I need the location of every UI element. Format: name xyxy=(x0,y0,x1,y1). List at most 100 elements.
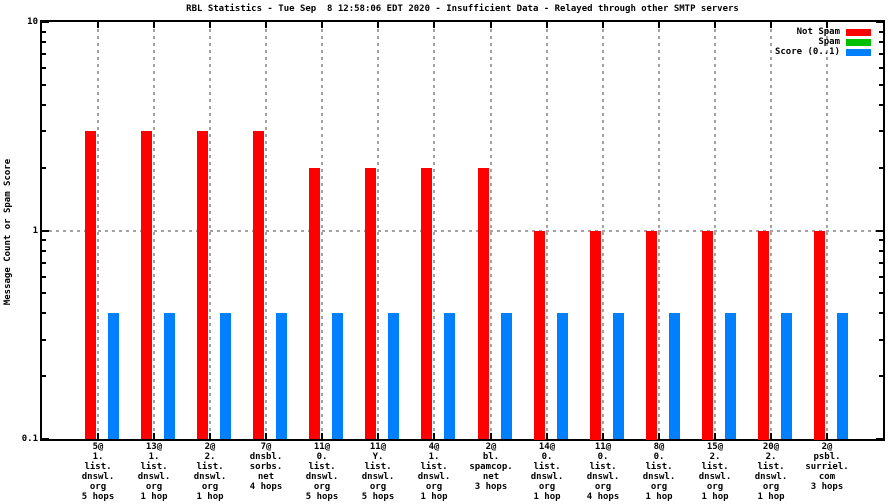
x-tick-bottom xyxy=(490,433,492,439)
x-tick-bottom xyxy=(97,433,99,439)
x-tick-label: 15@ 2. list. dnswl. org 1 hop xyxy=(670,442,760,502)
x-tick-label-line: org xyxy=(425,482,443,492)
y-minor-tick-left xyxy=(42,67,46,69)
x-tick-label-line: 2@ xyxy=(821,442,833,452)
chart-title: RBL Statistics - Tue Sep 8 12:58:06 EDT … xyxy=(186,4,739,14)
x-tick-bottom xyxy=(826,433,828,439)
bar-not-spam xyxy=(141,131,152,439)
x-tick-label-line: list. xyxy=(140,462,168,472)
x-tick-label-line: org xyxy=(313,482,331,492)
plot-border xyxy=(40,20,885,441)
x-tick-label-line: list. xyxy=(757,462,785,472)
x-tick-label-line: 5 hops xyxy=(305,492,339,502)
x-tick-label-line: 0. xyxy=(316,452,328,462)
x-tick-label-line: list. xyxy=(196,462,224,472)
x-tick-label-line: 7@ xyxy=(260,442,272,452)
legend-item-spam: Spam xyxy=(818,37,871,47)
x-tick-bottom xyxy=(209,433,211,439)
x-tick-label-line: org xyxy=(594,482,612,492)
x-tick-label-line: 1. xyxy=(428,452,440,462)
x-tick-label-line: dnswl. xyxy=(193,472,227,482)
y-minor-tick-right xyxy=(879,312,883,314)
y-minor-tick-left xyxy=(42,130,46,132)
x-tick-label-line: dnsbl. xyxy=(249,452,283,462)
y-minor-tick-right xyxy=(879,239,883,241)
y-minor-tick-left xyxy=(42,41,46,43)
x-tick-label-line: list. xyxy=(701,462,729,472)
legend-label-score: Score (0..1) xyxy=(774,47,840,57)
y-minor-tick-left xyxy=(42,262,46,264)
bar-score-0-1 xyxy=(781,313,792,439)
x-tick-label-line: 4 hops xyxy=(586,492,620,502)
y-minor-tick-left xyxy=(42,167,46,169)
y-minor-tick-left xyxy=(42,84,46,86)
y-minor-tick-right xyxy=(879,53,883,55)
y-minor-tick-right xyxy=(879,250,883,252)
x-tick-label-line: org xyxy=(538,482,556,492)
y-minor-tick-right xyxy=(879,104,883,106)
y-minor-tick-right xyxy=(879,262,883,264)
x-tick-label-line: 1 hop xyxy=(140,492,168,502)
y-minor-tick-left xyxy=(42,250,46,252)
x-tick-label-line: org xyxy=(89,482,107,492)
y-minor-tick-left xyxy=(42,339,46,341)
legend-label-spam: Spam xyxy=(818,37,840,47)
x-tick-label-line: 1 hop xyxy=(533,492,561,502)
x-tick-label-line: list. xyxy=(645,462,673,472)
legend-swatch-score xyxy=(846,48,871,56)
x-tick-label-line: 1. xyxy=(148,452,160,462)
x-tick-label-line: 4@ xyxy=(428,442,440,452)
bar-score-0-1 xyxy=(164,313,175,439)
x-tick-label-line: org xyxy=(762,482,780,492)
bar-not-spam xyxy=(646,231,657,440)
bar-not-spam xyxy=(590,231,601,440)
bar-score-0-1 xyxy=(220,313,231,439)
y-minor-tick-left xyxy=(42,292,46,294)
x-tick-top xyxy=(433,22,435,28)
bar-not-spam xyxy=(478,168,489,439)
bar-not-spam xyxy=(253,131,264,439)
x-tick-label-line: dnswl. xyxy=(642,472,676,482)
x-tick-label-line: bl. xyxy=(482,452,500,462)
legend-item-not-spam: Not Spam xyxy=(796,27,871,37)
x-tick-label-line: 2. xyxy=(709,452,721,462)
x-tick-label-line: list. xyxy=(308,462,336,472)
x-tick-label: 20@ 2. list. dnswl. org 1 hop xyxy=(726,442,816,502)
x-tick-label: 2@ psbl. surriel. com 3 hops xyxy=(782,442,872,492)
x-tick-label-line: net xyxy=(482,472,500,482)
x-tick-top xyxy=(770,22,772,28)
x-tick-label-line: dnswl. xyxy=(81,472,115,482)
x-tick-top xyxy=(490,22,492,28)
bar-score-0-1 xyxy=(276,313,287,439)
bar-not-spam xyxy=(85,131,96,439)
x-tick-label-line: dnswl. xyxy=(361,472,395,482)
bar-not-spam xyxy=(758,231,769,440)
x-tick-label-line: 5@ xyxy=(92,442,104,452)
bar-score-0-1 xyxy=(557,313,568,439)
legend-swatch-not-spam xyxy=(846,28,871,36)
y-major-tick-left xyxy=(42,230,49,232)
y-major-tick-right xyxy=(876,230,883,232)
x-tick-bottom xyxy=(658,433,660,439)
x-tick-label: 11@ 0. list. dnswl. org 5 hops xyxy=(277,442,367,502)
x-tick-top xyxy=(153,22,155,28)
x-tick-top xyxy=(377,22,379,28)
bar-not-spam xyxy=(309,168,320,439)
x-tick-label-line: 20@ xyxy=(762,442,780,452)
legend-label-not-spam: Not Spam xyxy=(796,27,840,37)
x-tick-bottom xyxy=(153,433,155,439)
x-tick-label-line: psbl. xyxy=(813,452,841,462)
y-major-tick-left xyxy=(42,438,49,440)
x-tick-label: 2@ bl. spamcop. net 3 hops xyxy=(446,442,536,492)
x-tick-label: 7@ dnsbl. sorbs. net 4 hops xyxy=(221,442,311,492)
x-tick-label: 8@ 0. list. dnswl. org 1 hop xyxy=(614,442,704,502)
bar-score-0-1 xyxy=(837,313,848,439)
bar-score-0-1 xyxy=(388,313,399,439)
x-tick-label-line: dnswl. xyxy=(754,472,788,482)
x-tick-label-line: 1. xyxy=(92,452,104,462)
x-tick-label-line: list. xyxy=(364,462,392,472)
y-minor-tick-left xyxy=(42,31,46,33)
y-minor-tick-right xyxy=(879,339,883,341)
y-minor-tick-right xyxy=(879,84,883,86)
x-tick-top xyxy=(265,22,267,28)
